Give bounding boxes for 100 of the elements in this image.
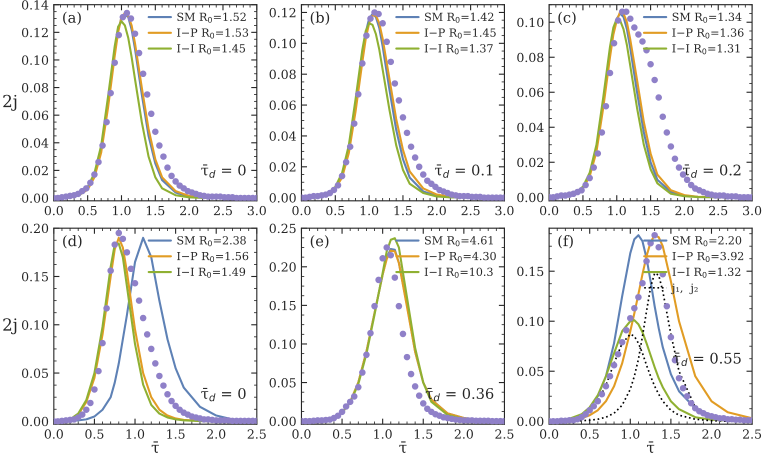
y-tick-label: 0.25 — [270, 224, 296, 234]
x-tick-label: 0.5 — [574, 206, 592, 216]
x-tick-label: 0.5 — [326, 206, 344, 216]
x-tick-label: 2.0 — [180, 206, 198, 216]
x-tick-label: 1.0 — [374, 429, 392, 439]
x-tick-label: 0.0 — [540, 429, 558, 439]
y-tick-label: 0.02 — [270, 162, 296, 172]
x-tick-label: 2.5 — [462, 206, 480, 216]
legend-label: SM R$_{0}$=2.20 — [672, 236, 742, 246]
y-tick-label: 0.15 — [22, 272, 48, 282]
annotation: τ̄$_{d}$ = 0.55 — [673, 352, 741, 366]
y-tick-label: 0.15 — [517, 266, 544, 276]
x-tick-label: 3.0 — [743, 206, 762, 216]
y-tick-label: 0.10 — [270, 339, 296, 349]
x-tick-label: 0.5 — [332, 429, 352, 439]
legend-label: I−P R$_{0}$=1.53 — [177, 28, 248, 39]
legend-label: SM R$_{0}$=1.42 — [425, 12, 494, 23]
x-tick-label: 1.0 — [126, 429, 144, 439]
x-axis-title: τ̄ — [646, 441, 654, 453]
x-tick-label: 2.5 — [742, 429, 762, 439]
y-tick-label: 0.10 — [517, 18, 544, 28]
x-tick-label: 1.5 — [394, 206, 412, 216]
y-tick-label: 0.05 — [22, 368, 48, 378]
y-tick-label: 0.00 — [270, 193, 296, 203]
x-tick-label: 0.0 — [540, 206, 558, 216]
legend-label: I−I R$_{0}$=1.45 — [177, 44, 246, 54]
x-tick-label: 0.5 — [78, 206, 97, 216]
annotation: (e) — [310, 235, 328, 248]
y-tick-label: 0.04 — [517, 122, 544, 132]
legend-label: SM R$_{0}$=1.34 — [672, 12, 742, 23]
y-tick-label: 0.05 — [517, 366, 544, 376]
y-tick-label: 0.10 — [22, 320, 48, 330]
y-tick-label: 0.02 — [517, 158, 544, 168]
y-tick-label: 0.10 — [517, 316, 544, 326]
y-tick-label: 0.04 — [22, 138, 48, 148]
x-tick-label: 1.5 — [414, 429, 432, 439]
y-tick-label: 0.00 — [22, 193, 48, 203]
x-tick-label: 2.0 — [454, 429, 473, 439]
y-tick-label: 0.10 — [22, 55, 48, 65]
annotation: τ̄$_{d}$ = 0 — [201, 164, 246, 178]
annotation: τ̄$_{d}$ = 0.1 — [435, 164, 492, 178]
x-tick-label: 1.0 — [608, 206, 626, 216]
x-tick-label: 2.5 — [709, 206, 728, 216]
y-tick-label: 0.12 — [270, 8, 296, 18]
y-tick-label: 0.06 — [22, 110, 48, 120]
x-tick-label: 2.0 — [428, 206, 446, 216]
x-tick-label: 0.5 — [580, 429, 599, 439]
annotation: (d) — [63, 235, 82, 248]
x-tick-label: 1.5 — [167, 429, 185, 439]
x-tick-label: 2.0 — [675, 206, 694, 216]
x-tick-label: 2.5 — [248, 429, 266, 439]
x-tick-label: 0.0 — [44, 429, 63, 439]
legend-label: SM R$_{0}$=1.52 — [177, 12, 246, 23]
y-tick-label: 0.08 — [270, 70, 296, 80]
x-tick-label: 1.5 — [642, 206, 660, 216]
annotation: (a) — [63, 12, 81, 25]
x-tick-label: 0.0 — [292, 206, 311, 216]
y-tick-label: 0.04 — [270, 131, 296, 141]
legend-label: SM R$_{0}$=2.38 — [177, 236, 246, 246]
x-tick-label: 1.0 — [113, 206, 131, 216]
y-tick-label: 0.02 — [22, 166, 48, 176]
x-tick-label: 0.0 — [292, 429, 311, 439]
x-tick-label: 1.5 — [146, 206, 164, 216]
y-tick-label: 0.15 — [270, 300, 296, 310]
legend-label: SM R$_{0}$=4.61 — [425, 236, 493, 246]
legend-label: I−I R$_{0}$=1.32 — [672, 268, 740, 278]
x-tick-label: 0.5 — [85, 429, 104, 439]
x-tick-label: 0.0 — [44, 206, 63, 216]
y-tick-label: 0.00 — [22, 416, 48, 426]
annotation: τ̄$_{d}$ = 0.2 — [683, 164, 740, 178]
annotation: (b) — [310, 12, 330, 25]
y-tick-label: 0.00 — [270, 416, 296, 426]
legend-label: I−P R$_{0}$=4.30 — [424, 252, 496, 262]
legend-label: I−P R$_{0}$=1.45 — [424, 28, 496, 39]
y-tick-label: 0.12 — [22, 28, 48, 38]
legend-label: I−I R$_{0}$=10.3 — [424, 268, 493, 278]
x-axis-title: τ̄ — [399, 441, 407, 453]
y-tick-label: 0.06 — [517, 88, 544, 98]
x-tick-label: 2.5 — [214, 206, 232, 216]
y-axis-title: 2j — [3, 318, 16, 334]
x-tick-label: 1.0 — [360, 206, 378, 216]
legend-label: I−P R$_{0}$=3.92 — [672, 252, 744, 262]
annotation: τ̄$_{d}$ = 0 — [201, 388, 246, 402]
x-tick-label: 3.0 — [248, 206, 266, 216]
y-tick-label: 0.05 — [270, 378, 296, 388]
y-tick-label: 0.10 — [270, 38, 296, 48]
y-tick-label: 0.00 — [517, 416, 544, 426]
legend-label: I−I R$_{0}$=1.37 — [424, 44, 493, 54]
legend-label: I−I R$_{0}$=1.31 — [672, 44, 740, 54]
x-tick-label: 3.0 — [495, 206, 514, 216]
y-axis-title: 2j — [3, 94, 16, 111]
y-tick-label: 0.06 — [270, 100, 296, 110]
legend-label: I−P R$_{0}$=1.36 — [672, 28, 744, 39]
x-tick-label: 2.5 — [495, 429, 514, 439]
y-tick-label: 0.08 — [22, 83, 48, 92]
annotation: (f) — [558, 235, 573, 248]
y-tick-label: 0.20 — [22, 224, 48, 234]
x-tick-label: 1.5 — [662, 429, 680, 439]
y-tick-label: 0.14 — [22, 0, 48, 10]
y-tick-label: 0.20 — [270, 262, 296, 272]
